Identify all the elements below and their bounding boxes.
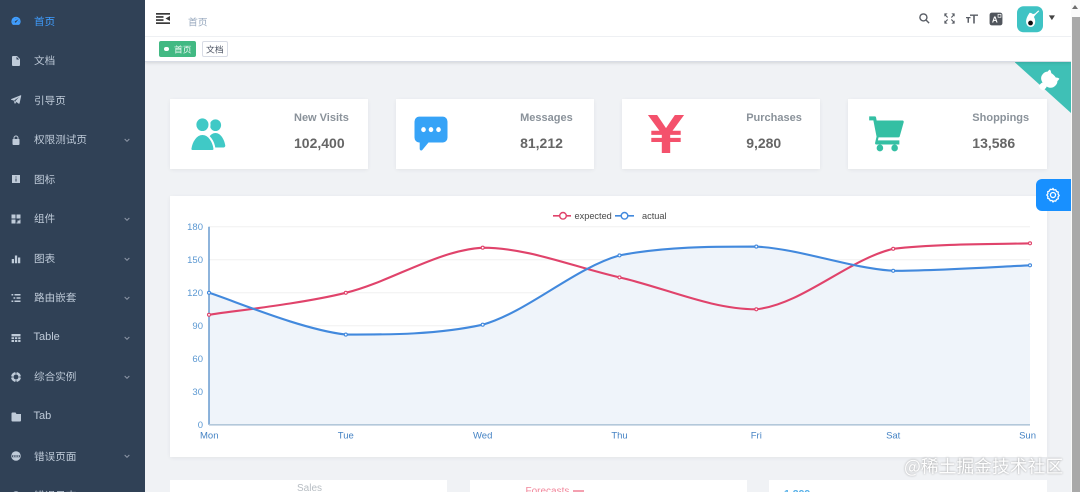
- svg-text:150: 150: [187, 255, 203, 266]
- svg-text:actual: actual: [642, 211, 667, 221]
- svg-text:Sat: Sat: [886, 431, 901, 442]
- svg-text:expected: expected: [575, 211, 612, 221]
- svg-text:30: 30: [192, 387, 203, 398]
- svg-text:Wed: Wed: [473, 431, 492, 442]
- svg-text:Thu: Thu: [611, 431, 627, 442]
- svg-text:Fri: Fri: [751, 431, 762, 442]
- svg-text:180: 180: [187, 222, 203, 233]
- svg-text:120: 120: [187, 288, 203, 299]
- svg-text:Mon: Mon: [200, 431, 218, 442]
- svg-text:A: A: [992, 16, 998, 25]
- svg-text:0: 0: [198, 420, 203, 431]
- svg-text:90: 90: [192, 321, 203, 332]
- svg-text:60: 60: [192, 354, 203, 365]
- svg-text:Tue: Tue: [338, 431, 354, 442]
- svg-text:Sun: Sun: [1019, 431, 1036, 442]
